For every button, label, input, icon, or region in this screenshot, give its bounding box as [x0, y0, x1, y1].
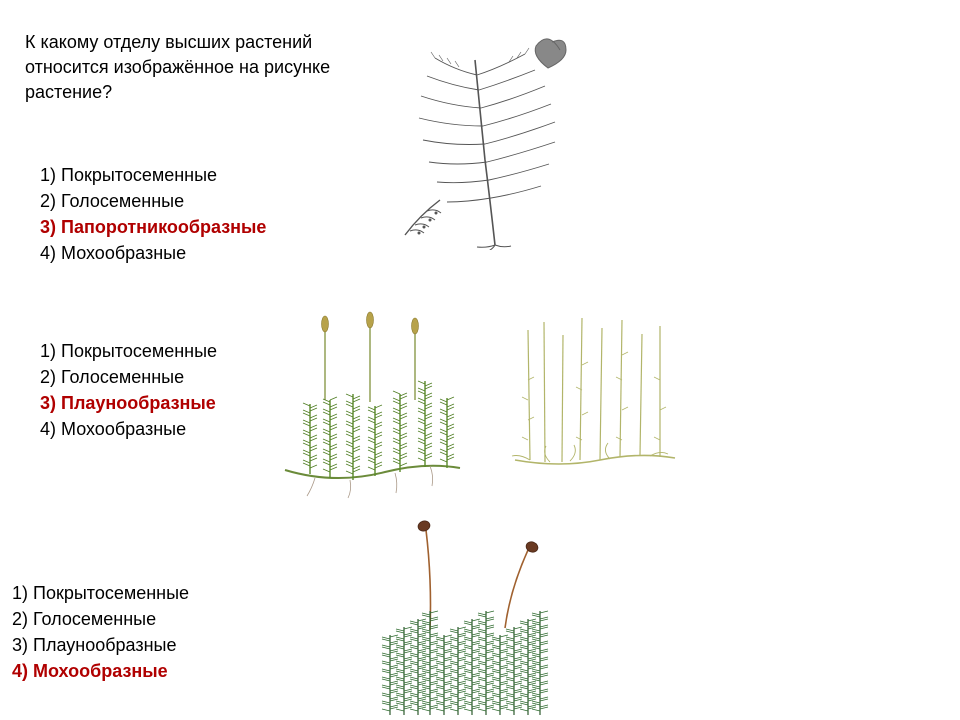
option-line: 1) Покрытосеменные [12, 580, 189, 606]
option-line: 2) Голосеменные [40, 188, 266, 214]
option-line: 3) Папоротникообразные [40, 214, 266, 240]
q-line1: К какому отделу высших растений [25, 32, 312, 52]
lycopod-illustration [500, 300, 690, 480]
option-line: 3) Плаунообразные [40, 390, 217, 416]
q-line3: растение? [25, 82, 112, 102]
option-line: 2) Голосеменные [12, 606, 189, 632]
options-block-3: 1) Покрытосеменные2) Голосеменные3) Плау… [12, 580, 189, 684]
option-line: 2) Голосеменные [40, 364, 217, 390]
option-line: 4) Мохообразные [12, 658, 189, 684]
question-text: К какому отделу высших растений относитс… [25, 30, 365, 106]
option-line: 3) Плаунообразные [12, 632, 189, 658]
q-line2: относится изображённое на рисунке [25, 57, 330, 77]
option-line: 1) Покрытосеменные [40, 162, 266, 188]
fern-illustration [395, 20, 605, 250]
options-block-1: 1) Покрытосеменные2) Голосеменные3) Папо… [40, 162, 266, 266]
clubmoss-illustration [275, 310, 475, 500]
moss-illustration [360, 510, 570, 720]
options-block-2: 1) Покрытосеменные2) Голосеменные3) Плау… [40, 338, 217, 442]
option-line: 4) Мохообразные [40, 240, 266, 266]
option-line: 4) Мохообразные [40, 416, 217, 442]
option-line: 1) Покрытосеменные [40, 338, 217, 364]
